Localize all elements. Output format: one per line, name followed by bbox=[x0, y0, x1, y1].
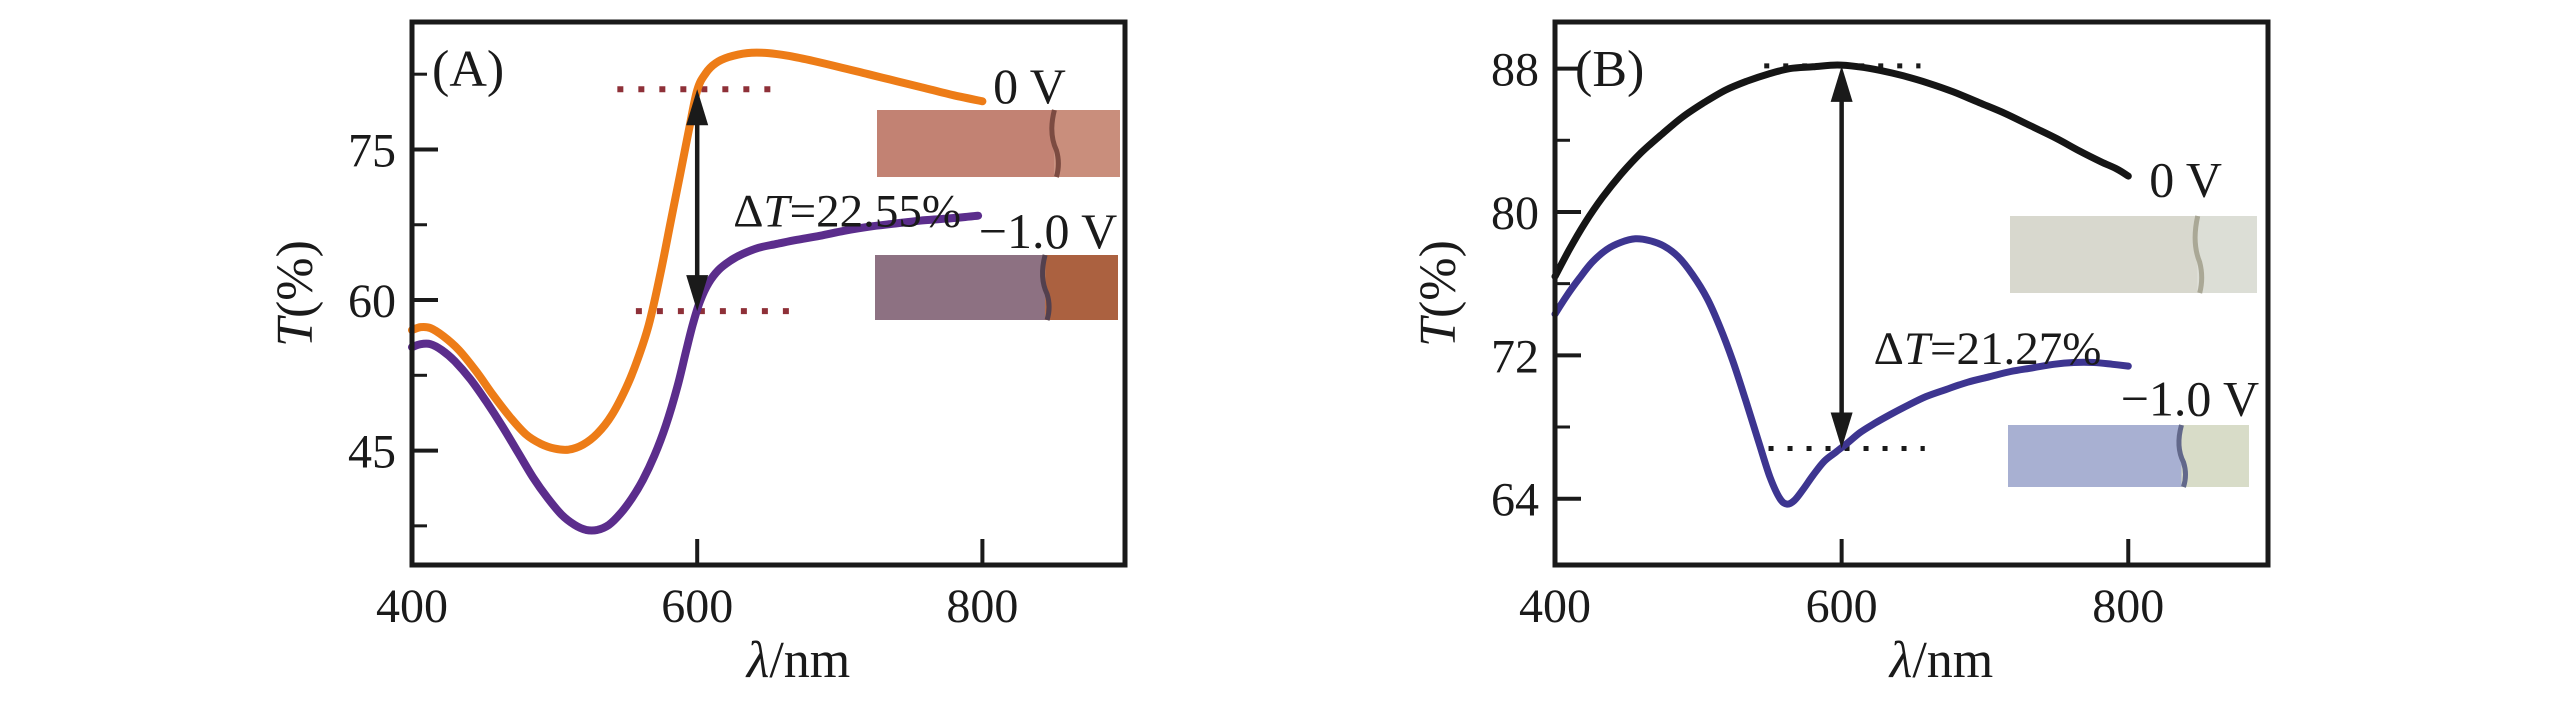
delta-arrow-head-up bbox=[1830, 65, 1853, 102]
series-curve-minus1v bbox=[1551, 235, 2132, 508]
inset-glass-edge bbox=[1040, 254, 1052, 321]
inset-strip-left bbox=[877, 110, 1055, 177]
x-axis-label: λ/nm bbox=[1888, 632, 1993, 689]
inset-strip-right bbox=[1054, 110, 1120, 177]
x-tick-label: 800 bbox=[2092, 580, 2164, 633]
inset-photo-0v bbox=[877, 109, 1120, 178]
inset-strip-right bbox=[1045, 255, 1118, 320]
delta-arrow-head-down bbox=[1830, 412, 1853, 449]
delta-t-annotation: ΔT=22.55% bbox=[733, 186, 961, 238]
series-label-minus1v: −1.0 V bbox=[979, 203, 1117, 259]
delta-arrow-head-down bbox=[686, 275, 709, 312]
y-tick-label: 88 bbox=[1491, 44, 1539, 97]
inset-photo-0v bbox=[2010, 215, 2257, 294]
series-curve-0v bbox=[408, 48, 987, 454]
inset-glass-edge bbox=[1049, 109, 1061, 178]
inset-strip-right bbox=[2181, 425, 2249, 487]
axes-box bbox=[1552, 19, 2271, 568]
series-curve-0v bbox=[1551, 61, 2132, 280]
series-curve-minus1v bbox=[408, 211, 983, 535]
inset-strip-left bbox=[2008, 425, 2182, 487]
delta-arrow-head-up bbox=[686, 89, 709, 126]
inset-strip-left bbox=[2010, 216, 2198, 293]
series-label-minus1v: −1.0 V bbox=[2121, 370, 2259, 426]
inset-glass-edge bbox=[2176, 424, 2188, 488]
axes-box bbox=[409, 19, 1128, 568]
x-tick-label: 600 bbox=[661, 580, 733, 633]
panel-tag: (B) bbox=[1575, 41, 1644, 98]
inset-photo-minus1v bbox=[875, 254, 1118, 321]
series-label-0v: 0 V bbox=[2149, 152, 2222, 208]
panel-tag: (A) bbox=[432, 41, 504, 98]
panel-B: ΔT=21.27% 0 V −1.0 V 400 600 800 64 72 80 88 (B) λ/… bbox=[1410, 19, 2271, 689]
delta-t-annotation: ΔT=21.27% bbox=[1874, 323, 2102, 375]
y-axis-label: T(%) bbox=[1410, 240, 1467, 347]
x-tick-label: 400 bbox=[1519, 580, 1591, 633]
series-label-0v: 0 V bbox=[993, 58, 1066, 114]
panel-A: ΔT=22.55% 0 V −1.0 V 400 600 800 45 60 75 (A) λ/nm… bbox=[267, 19, 1128, 689]
y-axis-label: T(%) bbox=[267, 240, 324, 347]
y-tick-label: 60 bbox=[348, 275, 396, 328]
y-tick-label: 75 bbox=[348, 124, 396, 177]
y-tick-label: 45 bbox=[348, 426, 396, 479]
y-tick-label: 80 bbox=[1491, 187, 1539, 240]
x-axis-label: λ/nm bbox=[745, 632, 850, 689]
x-tick-label: 600 bbox=[1806, 580, 1878, 633]
inset-strip-right bbox=[2197, 216, 2257, 293]
x-tick-label: 400 bbox=[376, 580, 448, 633]
x-tick-label: 800 bbox=[946, 580, 1018, 633]
y-tick-label: 72 bbox=[1491, 330, 1539, 383]
inset-photo-minus1v bbox=[2008, 424, 2249, 488]
inset-strip-left bbox=[875, 255, 1046, 320]
y-tick-label: 64 bbox=[1491, 474, 1539, 527]
inset-glass-edge bbox=[2192, 215, 2205, 294]
